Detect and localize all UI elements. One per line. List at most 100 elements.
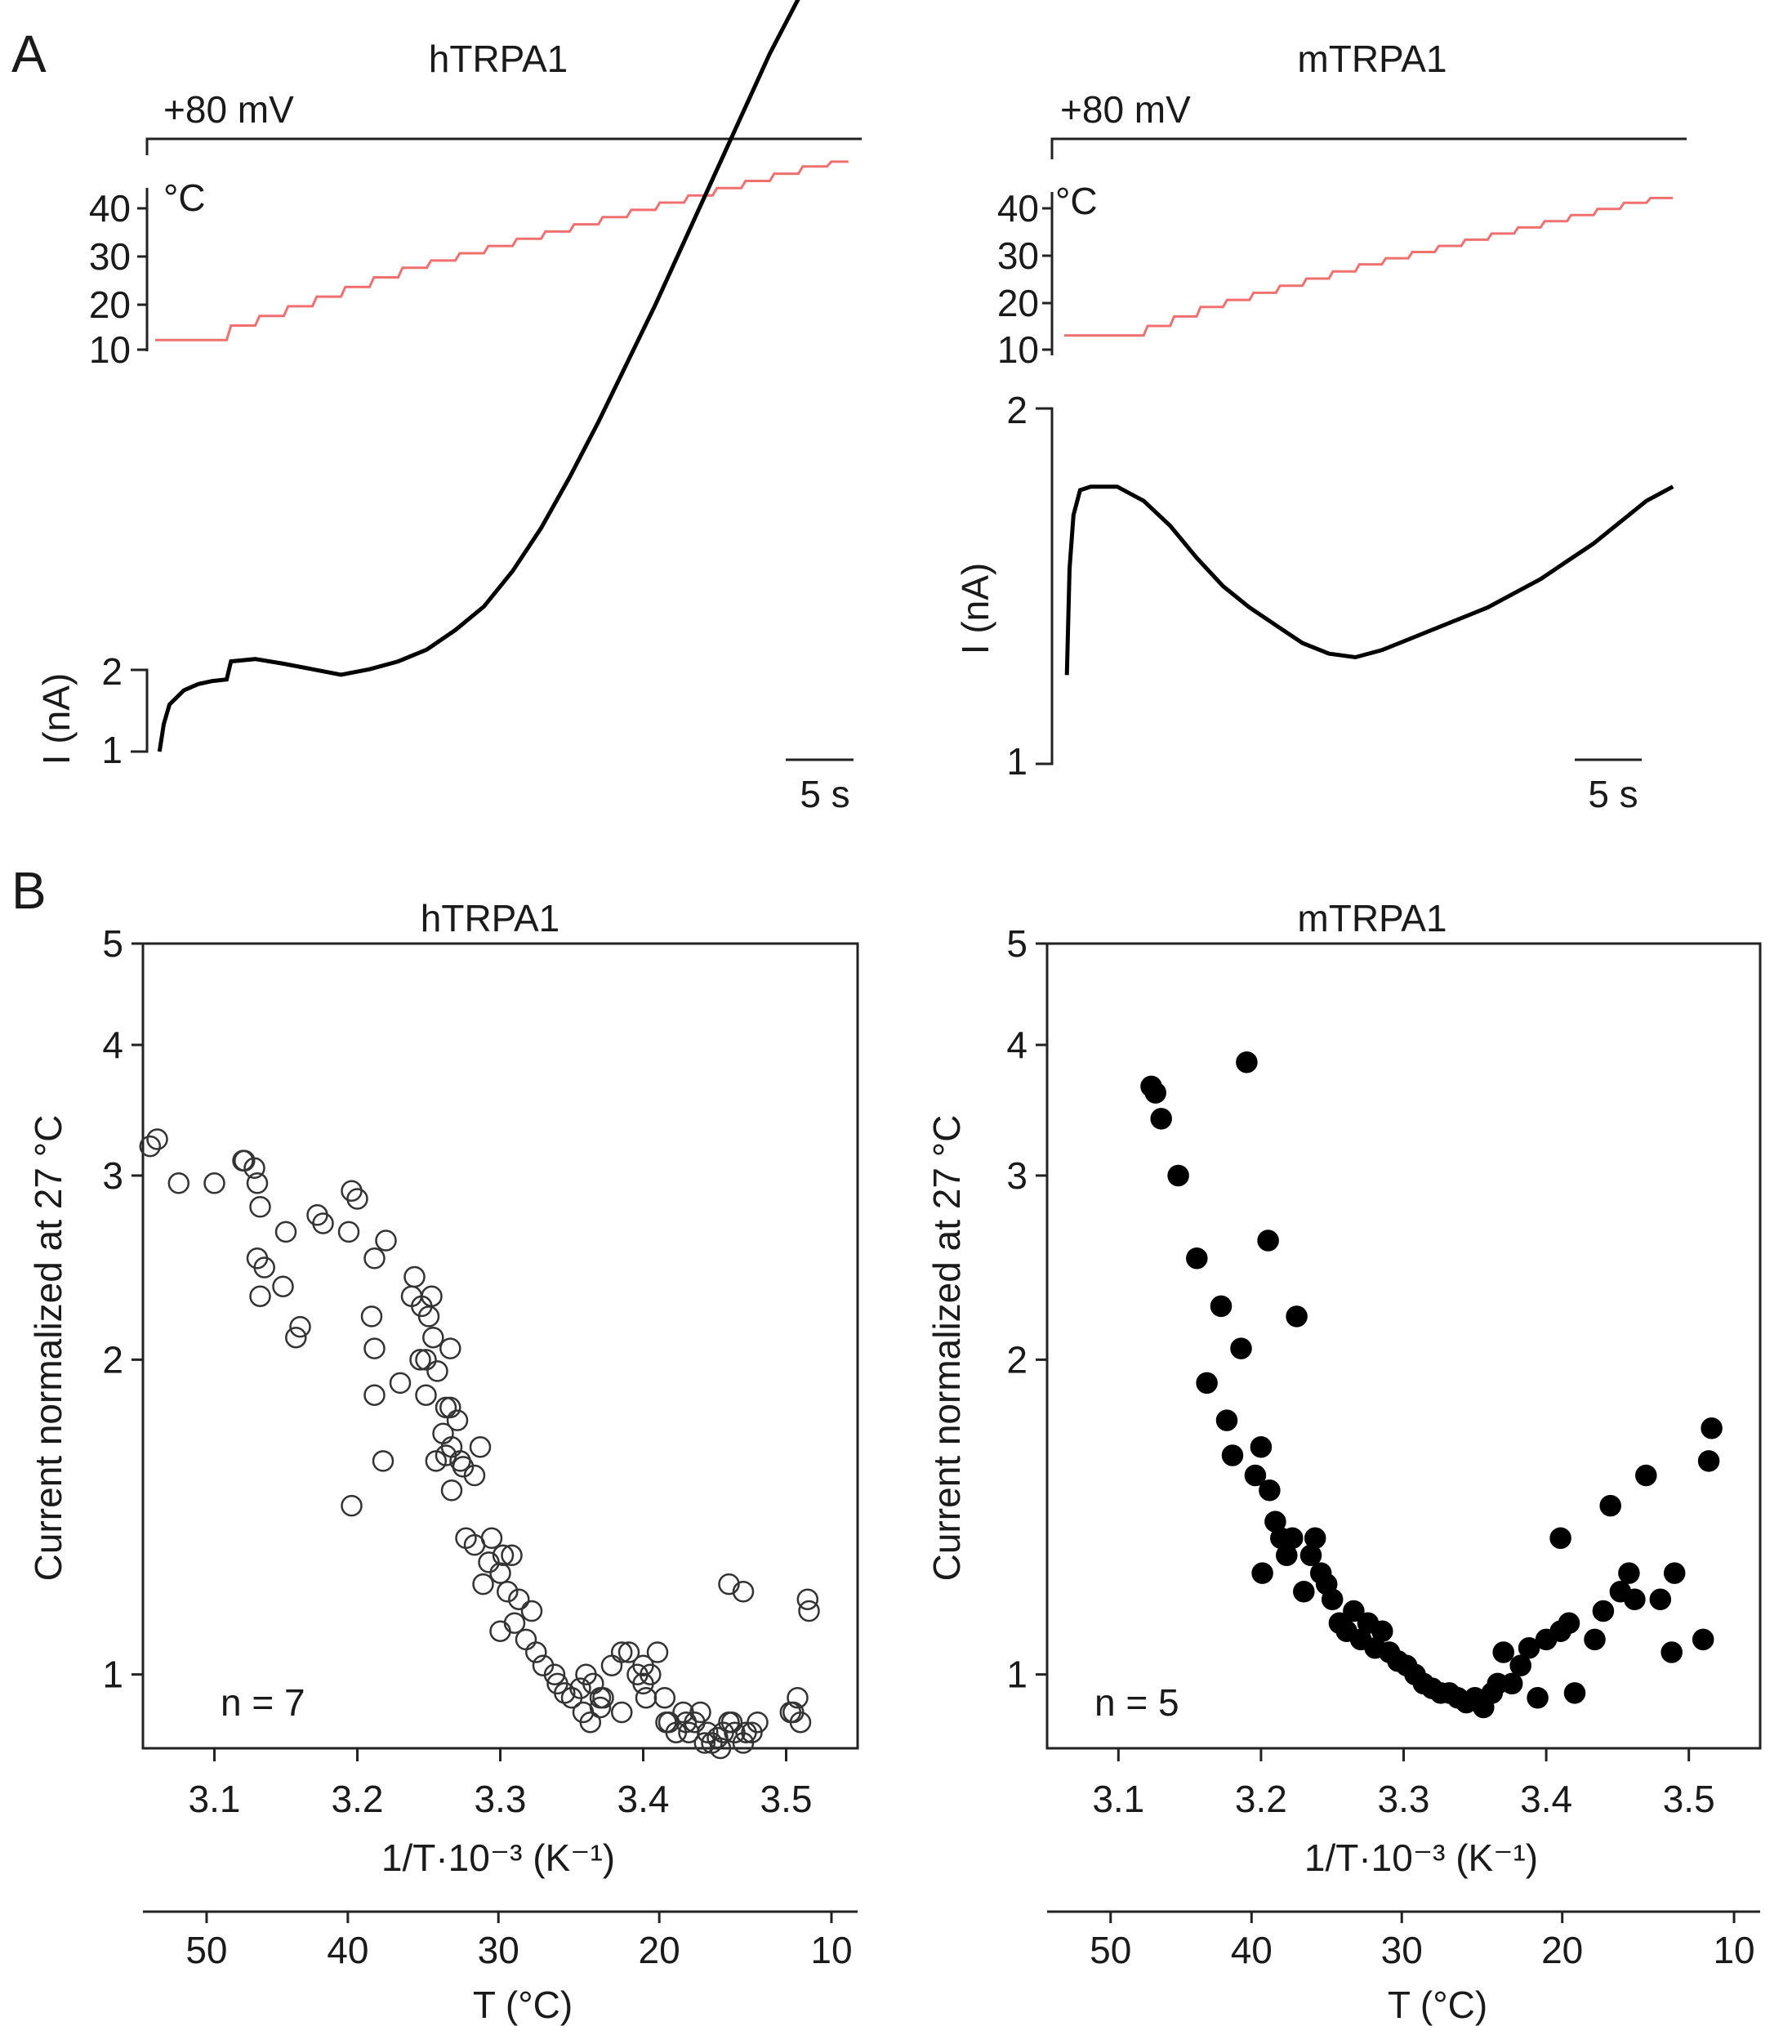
data-point [435,1396,457,1419]
y-tick-label: 2 [1006,1338,1028,1381]
data-point [372,1450,395,1472]
data-point [693,1732,716,1754]
panel-a-left-temp-ticks: 40 30 20 10 [89,187,147,371]
panel-b-left-points [139,1128,820,1760]
data-point [718,1573,740,1595]
x-tick-label: 3.5 [760,1778,813,1820]
current-tick-label: 1 [1006,740,1028,783]
data-point [285,1326,307,1349]
current-tick-label: 2 [101,650,123,693]
data-point [489,1562,511,1584]
data-point [1186,1247,1208,1270]
data-point [139,1135,162,1158]
data-point [554,1682,576,1704]
temperature-tick-label: 20 [1541,1929,1583,1971]
data-point [1509,1654,1531,1676]
data-point [1527,1686,1549,1709]
data-point [289,1315,311,1338]
data-point [440,1479,463,1502]
temperature-tick-label: 20 [639,1929,680,1971]
data-point [569,1677,591,1699]
y-tick-label: 5 [1006,922,1028,965]
temp-tick-label: 10 [89,328,131,371]
panel-a-right-temp-ticks: 40 30 20 10 [997,187,1052,371]
data-point [1196,1372,1218,1395]
x-tick-label: 3.5 [1663,1778,1715,1820]
panel-b-right-x-label: 1/T·10⁻³ (K⁻¹) [1304,1836,1538,1879]
data-point [1599,1494,1621,1517]
data-point [600,1654,623,1676]
temperature-tick-label: 40 [1231,1929,1273,1971]
data-point [796,1588,819,1610]
data-point [543,1663,566,1685]
data-point [409,1349,431,1371]
temp-tick-label: 40 [997,187,1039,230]
panel-b-right-plot-frame [1045,942,1762,1750]
data-point [1210,1295,1233,1318]
panel-b-left-temperature-label: T (°C) [473,1984,573,2026]
data-point [1259,1479,1281,1502]
panel-a-right-current-axis [1036,407,1054,765]
x-tick-label: 3.3 [1378,1778,1430,1820]
data-point [1150,1108,1172,1130]
panel-b-right-y-label: Current normalized at 27 °C [925,1115,968,1582]
data-point [341,1494,363,1517]
x-tick-label: 3.1 [1092,1778,1144,1820]
data-point [415,1349,437,1371]
temperature-tick-label: 50 [185,1929,227,1971]
data-point [455,1527,477,1550]
data-point [312,1212,334,1234]
panel-a-left-voltage-step [145,137,862,155]
data-point [1500,1672,1523,1695]
data-point [646,1641,669,1663]
panel-a-right-voltage-step [1050,137,1687,159]
data-point [272,1275,294,1297]
panel-b-left: hTRPA1 5 4 3 2 1 3.1 3.2 3.3 3.4 3.5 n = 7 1/T·1… [27,897,859,2026]
panel-label-a: A [11,25,47,83]
data-point [653,1686,676,1709]
data-point [617,1641,640,1663]
current-tick-label: 1 [101,729,123,771]
data-point [389,1372,412,1395]
panel-a-right-temperature-trace [1064,196,1674,337]
data-point [463,1464,486,1487]
data-point [610,1701,633,1724]
y-tick-label: 4 [1006,1024,1028,1066]
data-point [446,1409,469,1431]
data-point [582,1672,604,1695]
data-point [501,1544,523,1567]
panel-b-right: mTRPA1 5 4 3 2 1 3.1 3.2 3.3 3.4 3.5 n = 5 1/T·1… [925,897,1762,2026]
data-point [425,1450,448,1472]
panel-a-left-current-trace [157,0,800,752]
data-point [655,1711,677,1734]
panel-a-left-temp-unit: °C [163,176,206,219]
panel-a-left: hTRPA1 +80 mV °C 40 30 20 10 2 1 I (nA) … [35,0,862,815]
panel-a-right-scalebar-label: 5 s [1588,773,1638,815]
data-point [1697,1450,1720,1472]
panel-b-right-temperature-label: T (°C) [1388,1984,1487,2026]
data-point [1624,1588,1646,1610]
data-point [469,1436,492,1458]
data-point [640,1663,662,1685]
panel-a-left-voltage: +80 mV [163,88,294,131]
data-point [589,1696,612,1719]
data-point [1592,1600,1615,1622]
data-point [449,1450,471,1472]
data-point [432,1422,454,1444]
panel-a-right-temp-unit: °C [1055,180,1098,222]
panel-b-left-y-axis: 5 4 3 2 1 [102,922,143,1696]
panel-a-left-title: hTRPA1 [429,38,568,80]
data-point [709,1737,732,1760]
x-tick-label: 3.2 [1235,1778,1287,1820]
data-point [1663,1562,1686,1584]
data-point [1563,1682,1586,1704]
data-point [741,1721,763,1743]
data-point [1215,1409,1238,1431]
panel-b-left-y-label: Current normalized at 27 °C [27,1115,69,1582]
x-tick-label: 3.3 [475,1778,527,1820]
temp-tick-label: 20 [997,282,1039,324]
data-point [678,1721,700,1743]
data-point [1286,1305,1308,1328]
temperature-tick-label: 10 [810,1929,852,1971]
